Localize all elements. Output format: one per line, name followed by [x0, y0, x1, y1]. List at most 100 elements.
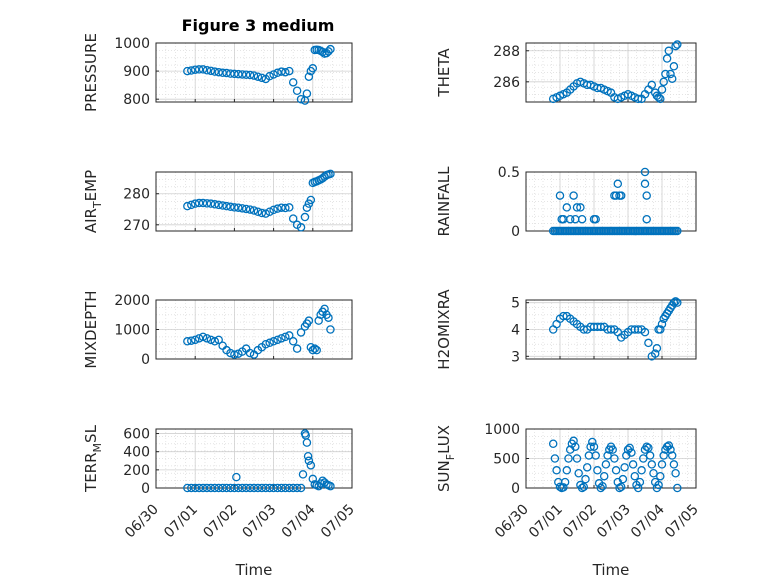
data-point: [640, 327, 650, 337]
data-point: [257, 208, 267, 218]
data-point: [564, 454, 573, 463]
y-tick-label: 1000: [114, 323, 150, 339]
y-tick-label: 3: [511, 349, 520, 365]
y-axis-label: THETA: [435, 48, 453, 98]
data-point: [647, 80, 657, 90]
data-point: [673, 298, 682, 307]
data-point: [326, 44, 335, 54]
x-tick-label: 07/03: [594, 502, 634, 542]
y-axis-label: MIXDEPTH: [82, 290, 100, 368]
data-point: [656, 94, 665, 104]
axes-box: [155, 42, 353, 103]
y-tick-label: 1000: [484, 422, 520, 438]
data-point: [565, 214, 575, 224]
data-point: [616, 191, 626, 200]
data-point: [277, 203, 286, 212]
data-point: [288, 214, 298, 223]
y-tick-label: 288: [493, 44, 520, 60]
subplot-pressure: 800 900 1000 PRESSURE: [82, 33, 353, 112]
y-tick-label: 400: [123, 445, 150, 461]
data-point: [673, 40, 682, 49]
data-point: [603, 451, 612, 460]
data-point: [230, 203, 239, 212]
data-point: [320, 304, 329, 314]
data-point: [183, 66, 192, 76]
data-point: [232, 472, 241, 482]
data-point: [269, 205, 278, 215]
data-point: [669, 62, 679, 71]
data-point: [285, 331, 294, 340]
data-point: [288, 78, 298, 87]
y-axis-label: PRESSURE: [82, 33, 100, 112]
data-point: [292, 344, 302, 353]
data-point: [308, 474, 318, 484]
data-point: [245, 348, 255, 358]
data-point: [673, 226, 682, 236]
data-point: [645, 451, 655, 460]
data-point: [625, 443, 634, 453]
data-point: [572, 454, 582, 463]
data-point: [273, 68, 282, 78]
data-point: [640, 167, 650, 177]
data-point: [230, 350, 239, 359]
y-axis-label: H2OMIXRA: [435, 289, 453, 370]
data-point: [657, 460, 667, 469]
data-point: [190, 335, 200, 345]
data-point: [273, 204, 282, 213]
data-point: [577, 214, 587, 224]
data-point: [644, 338, 653, 348]
data-point: [292, 483, 302, 493]
data-point: [627, 448, 636, 457]
data-point: [562, 203, 572, 212]
data-point: [304, 456, 314, 466]
x-tick-label: 07/04: [628, 501, 668, 541]
x-tick-label: 06/30: [492, 502, 532, 542]
data-point: [633, 94, 643, 104]
figure-title: Figure 3 medium: [182, 16, 335, 35]
data-point: [245, 70, 255, 80]
data-point: [269, 70, 278, 79]
data-point: [610, 454, 619, 463]
y-tick-label: 0: [511, 224, 520, 240]
data-point: [613, 179, 623, 189]
data-point: [296, 483, 306, 493]
data-point: [673, 483, 682, 493]
x-tick-label: 07/03: [240, 502, 280, 542]
data-point: [288, 337, 298, 346]
data-point: [253, 207, 263, 216]
y-axis-label: SUNFLUX: [435, 425, 457, 492]
x-tick-label: 07/05: [318, 502, 358, 542]
data-point: [214, 200, 223, 210]
data-point: [659, 451, 668, 460]
axes-box: [155, 171, 353, 232]
data-point: [310, 344, 320, 353]
data-point: [277, 334, 286, 343]
data-point: [579, 482, 589, 492]
data-point: [591, 451, 600, 460]
data-point: [667, 451, 677, 460]
data-point: [666, 445, 675, 454]
data-point: [308, 345, 318, 355]
data-point: [671, 41, 680, 51]
data-point: [593, 466, 602, 475]
data-point: [312, 345, 321, 355]
data-point: [304, 316, 314, 325]
data-point: [226, 202, 235, 212]
data-point: [308, 64, 318, 73]
data-point: [647, 460, 657, 469]
data-point: [218, 68, 227, 78]
data-point: [265, 207, 274, 216]
data-point: [302, 438, 312, 447]
subplot-mixdepth: 0 1000 2000 MIXDEPTH: [82, 290, 353, 369]
data-point: [302, 203, 312, 212]
subplot-grid: 800 900 1000 PRESSURE 286 288 THETA 270 280 AIRTE…: [82, 33, 702, 579]
data-point: [584, 451, 594, 460]
data-point: [265, 71, 274, 81]
y-tick-label: 200: [123, 463, 150, 479]
data-point: [302, 89, 312, 98]
data-point: [257, 73, 267, 83]
data-point: [187, 336, 196, 345]
data-point: [664, 46, 674, 56]
